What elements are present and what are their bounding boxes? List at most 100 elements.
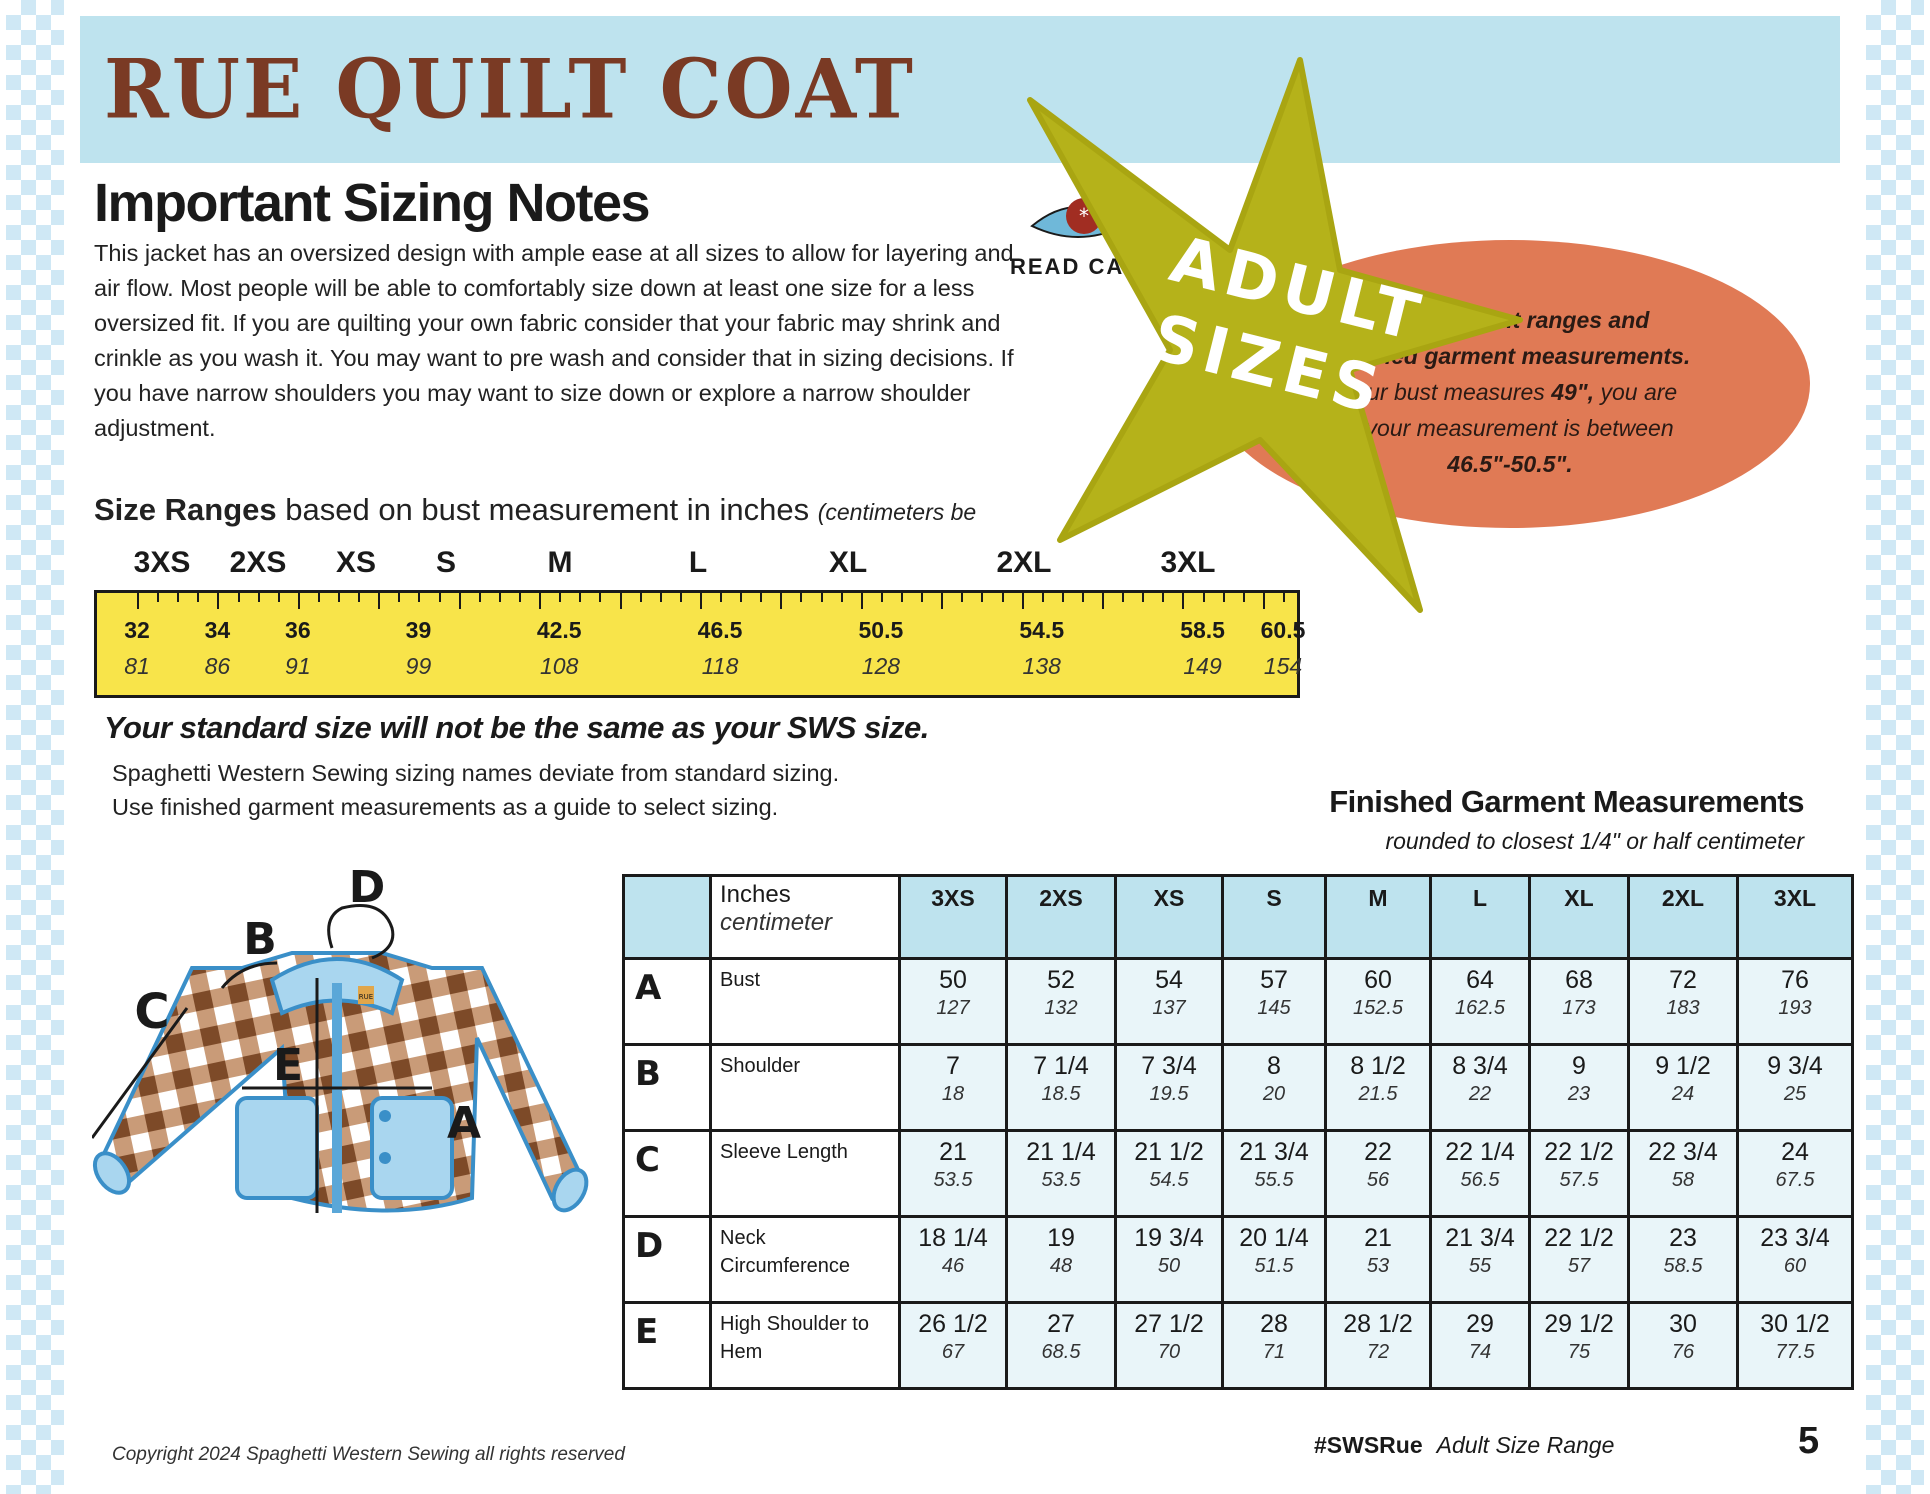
ruler-tick (177, 593, 180, 602)
row-letter: E (622, 1301, 712, 1390)
ruler-inch-label: 50.5 (858, 617, 904, 643)
col-header-2xl: 2XL (1627, 874, 1739, 960)
table-cell: 8 1/2 21.5 (1324, 1043, 1432, 1132)
diagram-label-b: B (243, 914, 277, 965)
table-cell: 54 137 (1114, 957, 1224, 1046)
col-header-2xs: 2XS (1005, 874, 1117, 960)
table-cell: 9 3/4 25 (1736, 1043, 1854, 1132)
size-label-3xs: 3XS (133, 546, 191, 579)
ruler-tick (699, 593, 702, 609)
table-cell: 60 152.5 (1324, 957, 1432, 1046)
ruler-tick (398, 593, 401, 602)
ruler-tick (1162, 593, 1165, 602)
table-cell: 26 1/2 67 (898, 1301, 1008, 1390)
ruler-inch-label: 54.5 (1019, 617, 1065, 643)
ruler-tick (157, 593, 160, 602)
ruler-tick (277, 593, 280, 602)
table-cell: 21 53 (1324, 1215, 1432, 1304)
ruler-tick (579, 593, 582, 602)
ruler-tick (217, 593, 220, 609)
table-cell: 50 127 (898, 957, 1008, 1046)
size-label-l: L (688, 546, 708, 579)
row-measurement-name: Neck Circumference (709, 1215, 901, 1304)
ruler-tick (559, 593, 562, 602)
diagram-tag: RUE (359, 993, 373, 1001)
col-header-m: M (1324, 874, 1432, 960)
table-cell: 52 132 (1005, 957, 1117, 1046)
checker-border-left (6, 0, 64, 1494)
ruler-tick (921, 593, 924, 602)
row-measurement-name: High Shoulder to Hem (709, 1301, 901, 1390)
table-cell: 8 3/4 22 (1429, 1043, 1531, 1132)
size-label-xs: XS (335, 546, 377, 579)
header-units: Inches centimeter (709, 874, 901, 960)
pattern-title: RUE QUILT COAT (104, 41, 916, 138)
table-cell: 22 56 (1324, 1129, 1432, 1218)
ruler-tick (438, 593, 441, 602)
ruler-tick (1001, 593, 1004, 602)
diagram-label-e: E (273, 1040, 303, 1091)
table-cell: 7 1/4 18.5 (1005, 1043, 1117, 1132)
ruler-tick (840, 593, 843, 602)
col-header-3xs: 3XS (898, 874, 1008, 960)
ruler-tick (639, 593, 642, 602)
diagram-label-d: D (349, 868, 386, 913)
table-cell: 18 1/4 46 (898, 1215, 1008, 1304)
size-ranges-heading: Size Ranges based on bust measurement in… (94, 492, 977, 527)
svg-text:*: * (1079, 204, 1089, 228)
table-cell: 29 74 (1429, 1301, 1531, 1390)
intro-paragraph: This jacket has an oversized design with… (94, 240, 1014, 441)
col-header-xl: XL (1528, 874, 1630, 960)
table-cell: 27 68.5 (1005, 1301, 1117, 1390)
table-cell: 21 1/2 54.5 (1114, 1129, 1224, 1218)
ruler-inch-label: 42.5 (536, 617, 582, 643)
row-measurement-name: Sleeve Length (709, 1129, 901, 1218)
size-label-2xs: 2XS (229, 546, 287, 579)
ruler-tick (599, 593, 602, 602)
table-cell: 9 23 (1528, 1043, 1630, 1132)
note-line-2: Use finished garment measurements as a g… (112, 794, 779, 820)
table-cell: 72 183 (1627, 957, 1739, 1046)
row-letter: A (622, 957, 712, 1046)
ruler-cm-label: 149 (1183, 653, 1222, 679)
ruler-inch-label: 34 (204, 617, 231, 643)
ruler-tick (901, 593, 903, 602)
table-row: B Shoulder 7 18 7 1/4 18.5 7 3/4 19.5 8 20 8 1/2 21… (622, 1043, 1854, 1132)
ruler-cm-label: 91 (285, 653, 311, 679)
ruler-tick (338, 593, 341, 602)
table-cell: 30 1/2 77.5 (1736, 1301, 1854, 1390)
table-cell: 19 3/4 50 (1114, 1215, 1224, 1304)
ruler-tick (1182, 593, 1185, 609)
size-label-s: S (435, 546, 457, 579)
ruler-tick (1222, 593, 1225, 602)
ruler-tick (1021, 593, 1024, 609)
ruler-tick (137, 593, 139, 609)
table-cell: 27 1/2 70 (1114, 1301, 1224, 1390)
ruler-tick (941, 593, 944, 609)
ruler-tick (981, 593, 984, 602)
ruler-tick (1081, 593, 1084, 602)
ruler-tick (679, 593, 682, 602)
table-cell: 76 193 (1736, 957, 1854, 1046)
ruler-tick (1041, 593, 1044, 602)
ruler-tick (317, 593, 320, 602)
section-heading: Important Sizing Notes (94, 173, 651, 233)
ruler-tick (358, 593, 361, 602)
ruler-tick (1242, 593, 1245, 602)
ruler-inch-label: 58.5 (1180, 617, 1225, 643)
table-cell: 23 58.5 (1627, 1215, 1739, 1304)
bust-ruler: 32 81 34 86 36 91 39 99 42.5 108 46.5 118 50.5 128 54.… (94, 590, 1305, 698)
title-banner (80, 16, 1840, 163)
ruler-tick (1142, 593, 1145, 602)
ruler-inch-label: 46.5 (697, 617, 743, 643)
table-cell: 21 1/4 53.5 (1005, 1129, 1117, 1218)
table-cell: 64 162.5 (1429, 957, 1531, 1046)
table-cell: 23 3/4 60 (1736, 1215, 1854, 1304)
ruler-cm-label: 81 (124, 653, 150, 679)
table-cell: 19 48 (1005, 1215, 1117, 1304)
table-cell: 28 1/2 72 (1324, 1301, 1432, 1390)
ruler-tick (1262, 593, 1265, 609)
ruler-tick (740, 593, 743, 602)
